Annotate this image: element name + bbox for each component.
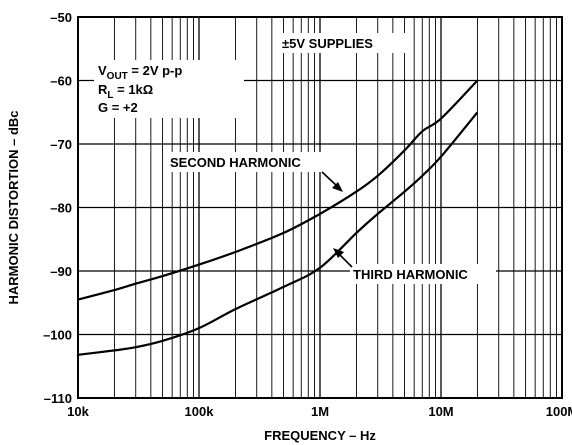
y-tick-label: –70 bbox=[50, 137, 72, 152]
y-tick-label: –60 bbox=[50, 74, 72, 89]
x-axis-label: FREQUENCY – Hz bbox=[264, 428, 376, 443]
y-axis-label: HARMONIC DISTORTION – dBc bbox=[6, 110, 21, 304]
condition-gain: G = +2 bbox=[98, 100, 138, 115]
y-tick-labels: –50 –60 –70 –80 –90 –100 –110 bbox=[43, 10, 72, 406]
y-tick-label: –90 bbox=[50, 264, 72, 279]
second-harmonic-arrow bbox=[321, 171, 338, 187]
x-tick-label: 100M bbox=[546, 404, 572, 419]
y-tick-label: –110 bbox=[44, 391, 72, 406]
x-tick-label: 10M bbox=[428, 404, 453, 419]
third-harmonic-arrowhead bbox=[333, 248, 344, 258]
plot-frame bbox=[77, 16, 563, 399]
condition-vout: VOUT = 2V p-p bbox=[98, 63, 182, 82]
y-tick-label: –80 bbox=[50, 201, 72, 216]
third-harmonic-label: THIRD HARMONIC bbox=[353, 267, 468, 282]
x-tick-labels: 10k 100k 1M 10M 100M bbox=[67, 404, 572, 419]
conditions-box bbox=[94, 60, 244, 118]
x-tick-label: 1M bbox=[311, 404, 329, 419]
second-harmonic-line bbox=[77, 79, 479, 301]
supply-note-box bbox=[276, 33, 406, 53]
x-tick-label: 10k bbox=[67, 404, 89, 419]
condition-rl: RL = 1kΩ bbox=[98, 82, 153, 101]
y-tick-label: –50 bbox=[50, 10, 72, 25]
curves bbox=[77, 79, 479, 356]
third-harmonic-arrow bbox=[338, 253, 353, 268]
supply-note: ±5V SUPPLIES bbox=[282, 36, 373, 51]
third-harmonic-label-box bbox=[350, 264, 496, 284]
x-tick-label: 100k bbox=[185, 404, 215, 419]
second-harmonic-arrowhead bbox=[332, 182, 343, 192]
second-harmonic-label-box bbox=[168, 152, 336, 172]
third-harmonic-line bbox=[77, 111, 479, 356]
y-tick-label: –100 bbox=[43, 328, 72, 343]
second-harmonic-label: SECOND HARMONIC bbox=[170, 155, 301, 170]
